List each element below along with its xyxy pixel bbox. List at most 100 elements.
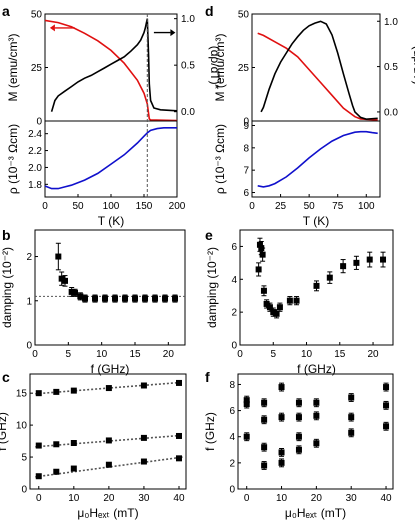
right-arrowhead-icon bbox=[170, 29, 176, 37]
derivative-curve bbox=[260, 20, 378, 121]
fit-line bbox=[35, 456, 183, 478]
data-point bbox=[261, 399, 268, 406]
top-left-ytick-label: 25 bbox=[31, 63, 43, 74]
data-point bbox=[348, 414, 355, 421]
top-right-ytick-label: 0.0 bbox=[384, 107, 398, 118]
mode-point bbox=[35, 442, 42, 449]
left-arrowhead-icon bbox=[49, 24, 55, 32]
bottom-ytick-label: 9 bbox=[243, 121, 249, 132]
scatter-ytick-label: 2 bbox=[229, 458, 235, 469]
data-point bbox=[278, 384, 285, 391]
top-left-ytick-label: 25 bbox=[238, 63, 250, 74]
data-point bbox=[348, 394, 355, 401]
mode-point bbox=[105, 461, 112, 468]
mode-point bbox=[70, 465, 77, 472]
data-point bbox=[266, 304, 273, 311]
data-point bbox=[353, 259, 360, 266]
top-right-ytick-label: 1.0 bbox=[384, 17, 398, 28]
top-left-ytick-label: 0 bbox=[36, 117, 42, 128]
mode-point bbox=[53, 468, 60, 475]
scatter-ytick-label: 6 bbox=[229, 406, 235, 417]
mode-point bbox=[35, 390, 42, 397]
mode-point bbox=[53, 441, 60, 448]
scatter-ytick-label: 4 bbox=[229, 432, 235, 443]
data-point bbox=[263, 300, 270, 307]
top-right-ytick-label: 0.5 bbox=[181, 61, 195, 72]
bottom-xtick-label: 100 bbox=[103, 201, 120, 212]
resistivity-curve bbox=[44, 127, 177, 190]
bottom-xtick-label: 150 bbox=[136, 201, 153, 212]
mode-point bbox=[70, 387, 77, 394]
data-point bbox=[162, 295, 168, 302]
top-left-ytick-label: 50 bbox=[238, 10, 250, 21]
data-point bbox=[152, 295, 158, 302]
data-point bbox=[383, 423, 390, 430]
data-point bbox=[255, 266, 262, 273]
top-left-ytick-label: 0 bbox=[243, 117, 249, 128]
x-axis-label: T (K) bbox=[303, 214, 329, 228]
scatter-xtick-label: 20 bbox=[367, 349, 379, 360]
scatter-ytick-label: 2 bbox=[26, 252, 32, 263]
mode-point bbox=[175, 455, 182, 462]
scatter-ytick-label: 10 bbox=[16, 421, 28, 432]
data-point bbox=[243, 433, 250, 440]
data-point bbox=[122, 295, 128, 302]
data-point bbox=[295, 399, 302, 406]
data-point bbox=[92, 295, 98, 302]
y-axis-label: damping (10⁻²) bbox=[0, 247, 14, 328]
scatter-xtick-label: 20 bbox=[163, 349, 175, 360]
y-axis-label: f (GHz) bbox=[0, 412, 9, 451]
panel-letter: a bbox=[2, 3, 10, 19]
data-point bbox=[172, 295, 178, 302]
scatter-xtick-label: 40 bbox=[380, 493, 392, 504]
panel-letter: e bbox=[205, 227, 213, 243]
x-axis-label: f (GHz) bbox=[91, 362, 130, 376]
mode-point bbox=[140, 458, 147, 465]
data-point bbox=[102, 295, 108, 302]
y-axis-label: f (GHz) bbox=[203, 412, 217, 451]
plot-frame bbox=[29, 373, 187, 490]
data-point bbox=[261, 462, 268, 469]
magnetization-curve bbox=[44, 19, 178, 122]
bottom-ytick-label: 2.4 bbox=[28, 129, 42, 140]
top-plot-frame bbox=[251, 13, 381, 122]
data-point bbox=[313, 440, 320, 447]
data-point bbox=[55, 253, 62, 260]
data-point bbox=[278, 459, 285, 466]
scatter-xtick-label: 5 bbox=[66, 349, 72, 360]
panel-b: b 0 5 10 15 20 0 1 2 damping (10⁻²) f (GHz) bbox=[0, 227, 186, 376]
data-point bbox=[260, 287, 267, 294]
bottom-xtick-label: 200 bbox=[169, 201, 186, 212]
data-point bbox=[261, 444, 268, 451]
data-point bbox=[72, 289, 78, 296]
scatter-xtick-label: 0 bbox=[237, 349, 243, 360]
data-point bbox=[132, 295, 138, 302]
x-axis-label: T (K) bbox=[98, 214, 124, 228]
top-left-axis-label: M (emu/cm³) bbox=[213, 34, 227, 102]
scatter-ytick-label: 0 bbox=[26, 341, 32, 352]
mode-point bbox=[140, 382, 147, 389]
scatter-xtick-label: 5 bbox=[270, 349, 276, 360]
data-point bbox=[261, 416, 268, 423]
data-point bbox=[286, 297, 293, 304]
data-point bbox=[276, 304, 283, 311]
scatter-xtick-label: 40 bbox=[173, 493, 185, 504]
panel-letter: f bbox=[205, 369, 210, 385]
scatter-ytick-label: 0 bbox=[231, 341, 237, 352]
data-point bbox=[273, 310, 280, 317]
data-point bbox=[259, 251, 266, 258]
data-point bbox=[82, 295, 88, 302]
bottom-xtick-label: 50 bbox=[304, 201, 316, 212]
mode-point bbox=[140, 434, 147, 441]
bottom-axis-label: ρ (10⁻³ Ωcm) bbox=[6, 124, 20, 194]
panel-e: e 0 5 10 15 20 0 2 4 6 damping (10⁻²) f (GHz) bbox=[205, 227, 394, 376]
scatter-xtick-label: 10 bbox=[96, 349, 108, 360]
bottom-axis-label: ρ (10⁻³ Ωcm) bbox=[213, 124, 227, 194]
x-axis-label: μ₀Hₑₓₜ (mT) bbox=[77, 506, 138, 520]
bottom-plot-frame bbox=[44, 120, 178, 198]
scatter-xtick-label: 30 bbox=[138, 493, 150, 504]
scatter-xtick-label: 30 bbox=[346, 493, 358, 504]
bottom-xtick-label: 50 bbox=[72, 201, 84, 212]
